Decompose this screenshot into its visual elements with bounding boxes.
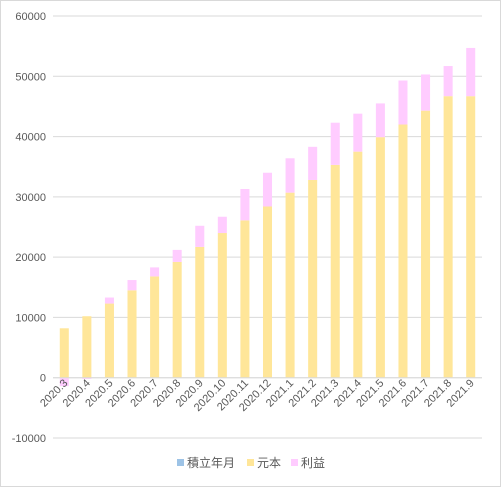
bar-2021.7-series-2 bbox=[421, 74, 431, 111]
bar-2020.12-series-1 bbox=[262, 206, 273, 378]
y-tick-label: 20000 bbox=[15, 252, 46, 264]
bar-2021.1-series-2 bbox=[285, 158, 295, 193]
bar-2020.7-series-2 bbox=[150, 267, 160, 277]
x-axis-tick-labels: 2020.32020.42020.52020.62020.72020.82020… bbox=[38, 377, 477, 414]
y-tick-label: 50000 bbox=[15, 71, 46, 83]
bars bbox=[53, 47, 482, 387]
y-tick-label: 40000 bbox=[15, 132, 46, 144]
y-tick-label: 30000 bbox=[15, 192, 46, 204]
legend-swatch-0 bbox=[177, 459, 184, 466]
y-tick-label: 0 bbox=[40, 373, 46, 385]
bar-2020.9-series-1 bbox=[195, 246, 205, 378]
bar-2020.5-series-1 bbox=[104, 303, 114, 378]
bar-2021.9-series-1 bbox=[466, 96, 476, 378]
bar-2021.6-series-1 bbox=[398, 124, 408, 378]
bar-2020.3-series-2 bbox=[59, 377, 69, 387]
bar-2020.10-series-1 bbox=[217, 233, 227, 378]
y-axis-tick-labels: -10000 0 10000 20000 30000 40000 50000 60000 bbox=[12, 11, 46, 445]
y-tick-label: 10000 bbox=[15, 312, 46, 324]
bar-2021.8-series-2 bbox=[443, 66, 453, 97]
bar-2020.6-series-2 bbox=[127, 280, 137, 291]
legend-label-2: 利益 bbox=[301, 456, 325, 470]
bar-2020.3-series-1 bbox=[59, 328, 69, 378]
legend-label-1: 元本 bbox=[257, 456, 281, 470]
bar-2020.4-series-2 bbox=[82, 377, 92, 379]
bar-2021.5-series-2 bbox=[375, 103, 385, 138]
y-tick-label: -10000 bbox=[12, 433, 46, 445]
bar-2021.1-series-1 bbox=[285, 192, 295, 378]
bar-2020.11-series-2 bbox=[240, 189, 250, 221]
bar-2021.8-series-1 bbox=[443, 96, 453, 378]
bar-2021.4-series-1 bbox=[353, 151, 363, 378]
legend: 積立年月 元本 利益 bbox=[177, 455, 325, 470]
y-tick-label: 60000 bbox=[15, 11, 46, 23]
legend-label-0: 積立年月 bbox=[187, 455, 235, 470]
bar-2020.8-series-2 bbox=[172, 249, 182, 262]
bar-2021.4-series-2 bbox=[353, 113, 363, 152]
bar-2020.8-series-1 bbox=[172, 261, 182, 378]
bar-2020.6-series-1 bbox=[127, 290, 137, 378]
bar-2021.5-series-1 bbox=[375, 137, 385, 378]
bar-2021.3-series-1 bbox=[330, 164, 340, 378]
bar-2021.2-series-1 bbox=[308, 179, 318, 378]
bar-2020.5-series-2 bbox=[104, 297, 114, 304]
bar-2020.11-series-1 bbox=[240, 220, 250, 378]
bar-2020.12-series-2 bbox=[262, 172, 273, 207]
legend-swatch-1 bbox=[247, 459, 254, 466]
bar-2021.7-series-1 bbox=[421, 110, 431, 378]
bar-2021.3-series-2 bbox=[330, 122, 340, 165]
bar-2020.7-series-1 bbox=[150, 276, 160, 378]
bar-2021.6-series-2 bbox=[398, 80, 408, 125]
legend-swatch-2 bbox=[291, 459, 298, 466]
bar-2021.2-series-2 bbox=[308, 146, 318, 180]
bar-2020.10-series-2 bbox=[217, 216, 227, 234]
bar-2020.4-series-1 bbox=[82, 316, 92, 378]
bar-2020.9-series-2 bbox=[195, 225, 205, 247]
bar-2021.9-series-2 bbox=[466, 47, 476, 97]
